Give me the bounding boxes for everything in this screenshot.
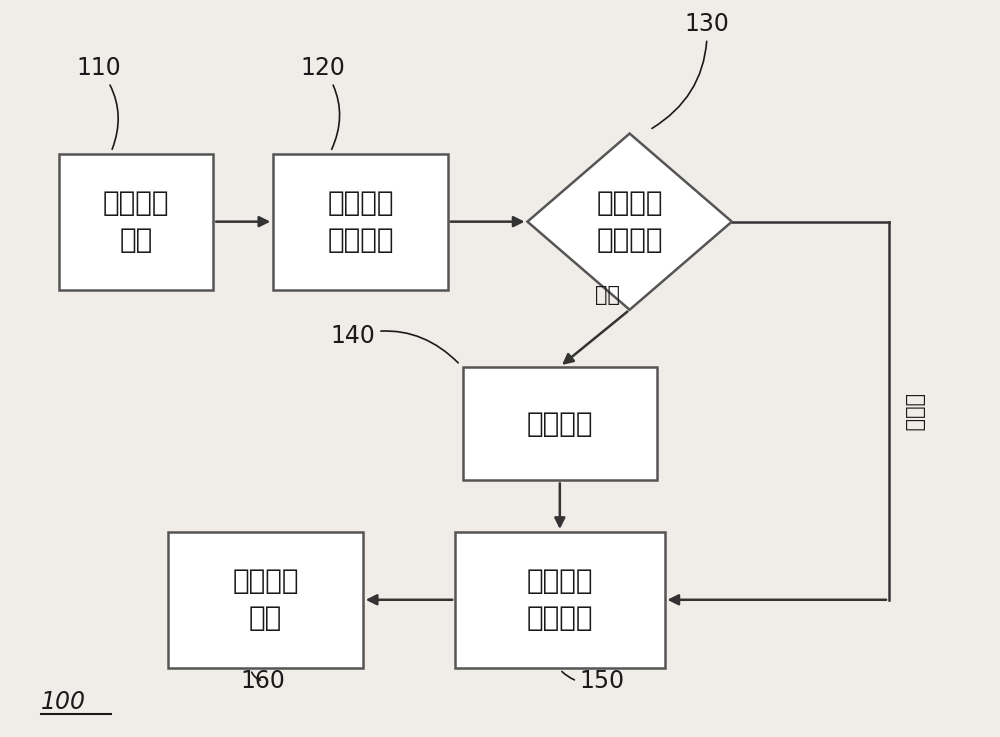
Text: 120: 120	[301, 56, 345, 150]
Text: 160: 160	[241, 669, 286, 693]
Text: 130: 130	[652, 12, 729, 128]
Text: 变换: 变换	[595, 285, 620, 305]
Polygon shape	[527, 133, 732, 310]
Text: 140: 140	[330, 324, 458, 363]
FancyBboxPatch shape	[273, 154, 448, 290]
Text: 串行外设
接口模块: 串行外设 接口模块	[527, 567, 593, 632]
Text: 滤波模块: 滤波模块	[527, 410, 593, 438]
Text: 110: 110	[76, 56, 121, 150]
FancyBboxPatch shape	[168, 532, 363, 668]
Text: 通信接口
模块: 通信接口 模块	[103, 189, 169, 254]
FancyBboxPatch shape	[455, 532, 665, 668]
Text: 150: 150	[562, 669, 625, 693]
Text: 未变换: 未变换	[904, 394, 924, 431]
Text: 背光系数
计算模块: 背光系数 计算模块	[327, 189, 394, 254]
Text: 背光显示
模块: 背光显示 模块	[232, 567, 299, 632]
Text: 场景变换
判断模块: 场景变换 判断模块	[596, 189, 663, 254]
FancyBboxPatch shape	[463, 367, 657, 481]
FancyBboxPatch shape	[59, 154, 213, 290]
Text: 100: 100	[41, 690, 86, 713]
